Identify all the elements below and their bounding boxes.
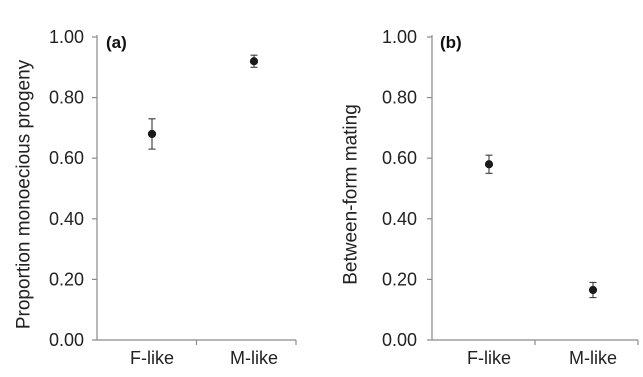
data-point-f-like [147, 129, 157, 139]
panel-label: (a) [106, 33, 127, 52]
data-point-m-like [588, 285, 598, 295]
y-tick-label: 0.80 [49, 88, 84, 108]
y-axis-title: Between-form mating [341, 104, 362, 285]
x-tick-label-m-like: M-like [569, 348, 617, 368]
y-tick-label: 0.60 [49, 148, 84, 168]
y-tick-label: 0.20 [382, 269, 417, 289]
y-tick-label: 1.00 [49, 27, 84, 47]
y-tick-label: 0.20 [49, 269, 84, 289]
y-tick-label: 0.40 [49, 209, 84, 229]
panel-label: (b) [440, 33, 462, 52]
x-tick-label-f-like: F-like [467, 348, 511, 368]
y-tick-label: 0.80 [382, 88, 417, 108]
y-tick-label: 0.40 [382, 209, 417, 229]
y-tick-label: 0.60 [382, 148, 417, 168]
y-axis-title: Proportion monoecious progeny [14, 59, 35, 329]
y-tick-label: 1.00 [382, 27, 417, 47]
y-tick-label: 0.00 [382, 330, 417, 350]
x-tick-label-m-like: M-like [230, 348, 278, 368]
data-point-f-like [484, 160, 494, 169]
panel-b: 0.00 0.20 0.40 0.60 0.80 1.00 F-like M-like Betw… [341, 27, 639, 368]
data-point-m-like [249, 57, 259, 66]
panel-a: 0.00 0.20 0.40 0.60 0.80 1.00 F-like M-like Prop… [14, 27, 297, 368]
y-tick-label: 0.00 [49, 330, 84, 350]
x-tick-label-f-like: F-like [130, 348, 174, 368]
